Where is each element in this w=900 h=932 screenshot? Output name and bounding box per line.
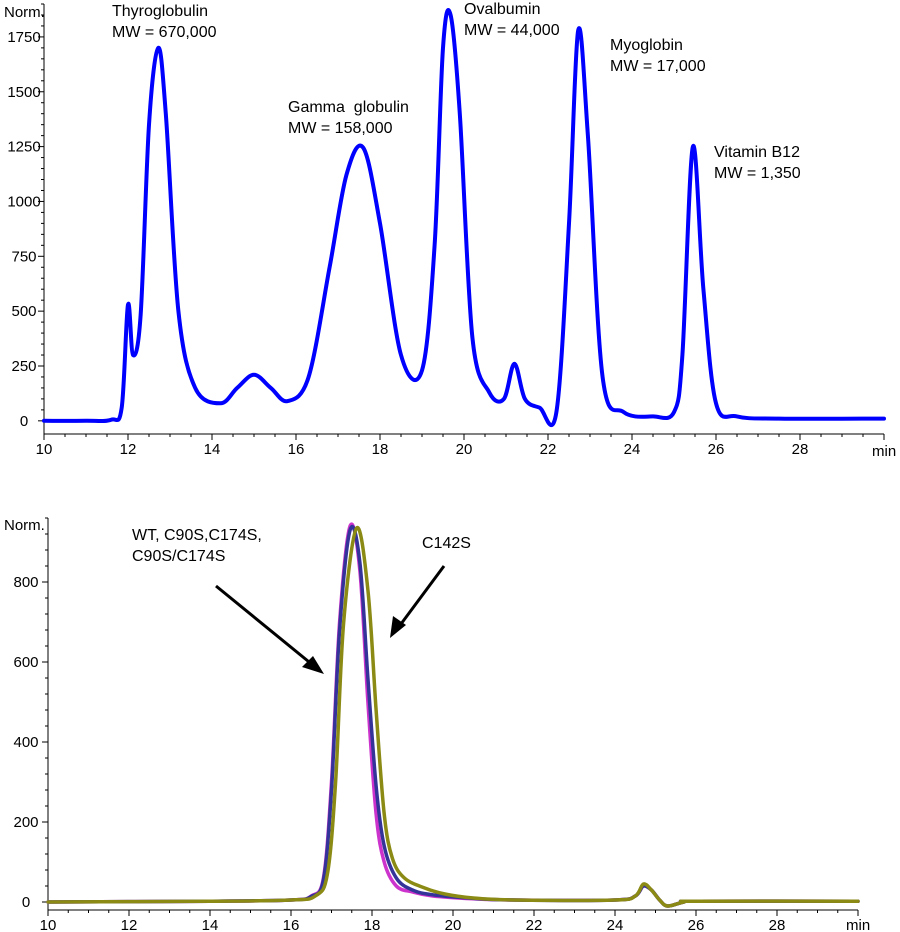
annotation-gamma-globulin: Gamma globulin MW = 158,000	[288, 99, 409, 137]
y-tick-label: 0	[20, 413, 28, 430]
y-tick-label: 1250	[7, 139, 40, 156]
y-axis-label: Norm.	[4, 4, 45, 21]
calibration-chromatogram: Norm. min 10 12 14 16 18 20 22 24 26 28 0 250 500 750…	[4, 1, 896, 460]
variant-chromatogram: Norm. min 10 12 14 16 18 20 22 24 26 28 0 200 400 600…	[4, 517, 870, 932]
annotation-line: Myoglobin	[610, 37, 683, 54]
x-tick-label: 10	[40, 917, 57, 932]
annotation-line: MW = 1,350	[714, 165, 801, 182]
x-tick-label: 14	[202, 917, 219, 932]
x-tick-label: 22	[526, 917, 543, 932]
x-tick-label: 18	[364, 917, 381, 932]
annotation-line: WT, C90S,C174S,	[132, 527, 262, 544]
x-tick-label: 16	[288, 441, 305, 458]
annotation-line: MW = 670,000	[112, 24, 217, 41]
x-axis-unit-label: min	[846, 917, 870, 932]
annotation-line: Vitamin B12	[714, 144, 800, 161]
y-tick-label: 1500	[7, 84, 40, 101]
x-tick-label: 28	[769, 917, 786, 932]
axes: 10 12 14 16 18 20 22 24 26 28 0 250 500 750 1000 1250 15…	[7, 3, 885, 458]
annotation-line: Thyroglobulin	[112, 3, 208, 20]
y-tick-label: 200	[13, 814, 38, 831]
y-tick-label: 750	[11, 248, 36, 265]
annotation-wt-variants: WT, C90S,C174S, C90S/C174S	[132, 527, 324, 674]
series-line-2	[46, 525, 860, 908]
annotation-line: MW = 17,000	[610, 58, 706, 75]
x-tick-label: 14	[204, 441, 221, 458]
arrow-head-icon	[390, 616, 406, 638]
y-tick-label: 600	[13, 654, 38, 671]
annotation-line: C142S	[422, 535, 471, 552]
y-tick-label: 0	[22, 894, 30, 911]
series-group	[42, 8, 886, 428]
annotation-myoglobin: Myoglobin MW = 17,000	[610, 37, 706, 75]
series-group	[46, 522, 860, 908]
x-tick-label: 12	[120, 441, 137, 458]
annotation-line: MW = 44,000	[464, 22, 560, 39]
annotation-line: C90S/C174S	[132, 548, 225, 565]
x-axis-unit-label: min	[872, 443, 896, 460]
x-tick-label: 26	[708, 441, 725, 458]
series-line-0	[46, 522, 860, 908]
x-tick-label: 28	[792, 441, 809, 458]
y-tick-label: 1750	[7, 29, 40, 46]
x-tick-label: 22	[540, 441, 557, 458]
x-tick-label: 18	[372, 441, 389, 458]
x-tick-label: 24	[607, 917, 624, 932]
y-axis-label: Norm.	[4, 517, 45, 534]
x-tick-label: 26	[688, 917, 705, 932]
x-tick-label: 20	[445, 917, 462, 932]
arrow-line	[396, 565, 446, 629]
x-tick-label: 20	[456, 441, 473, 458]
series-line-0	[42, 8, 886, 428]
y-tick-label: 800	[13, 574, 38, 591]
x-tick-label: 10	[36, 441, 53, 458]
x-tick-label: 16	[283, 917, 300, 932]
y-tick-label: 250	[11, 358, 36, 375]
annotation-vitamin-b12: Vitamin B12 MW = 1,350	[714, 144, 801, 182]
annotation-ovalbumin: Ovalbumin MW = 44,000	[464, 1, 560, 39]
annotation-line: Ovalbumin	[464, 1, 540, 18]
y-tick-label: 1000	[7, 193, 40, 210]
annotation-line: MW = 158,000	[288, 120, 393, 137]
y-tick-label: 500	[11, 303, 36, 320]
annotation-thyroglobulin: Thyroglobulin MW = 670,000	[112, 3, 217, 41]
y-tick-label: 400	[13, 734, 38, 751]
x-tick-label: 12	[121, 917, 138, 932]
annotation-c142s: C142S	[390, 535, 471, 638]
x-tick-label: 24	[624, 441, 641, 458]
arrow-head-icon	[302, 656, 324, 674]
annotation-line: Gamma globulin	[288, 99, 409, 116]
arrow-line	[215, 584, 315, 668]
axes: 10 12 14 16 18 20 22 24 26 28 0 200 400 600 800	[13, 517, 859, 932]
series-line-1	[46, 525, 860, 908]
